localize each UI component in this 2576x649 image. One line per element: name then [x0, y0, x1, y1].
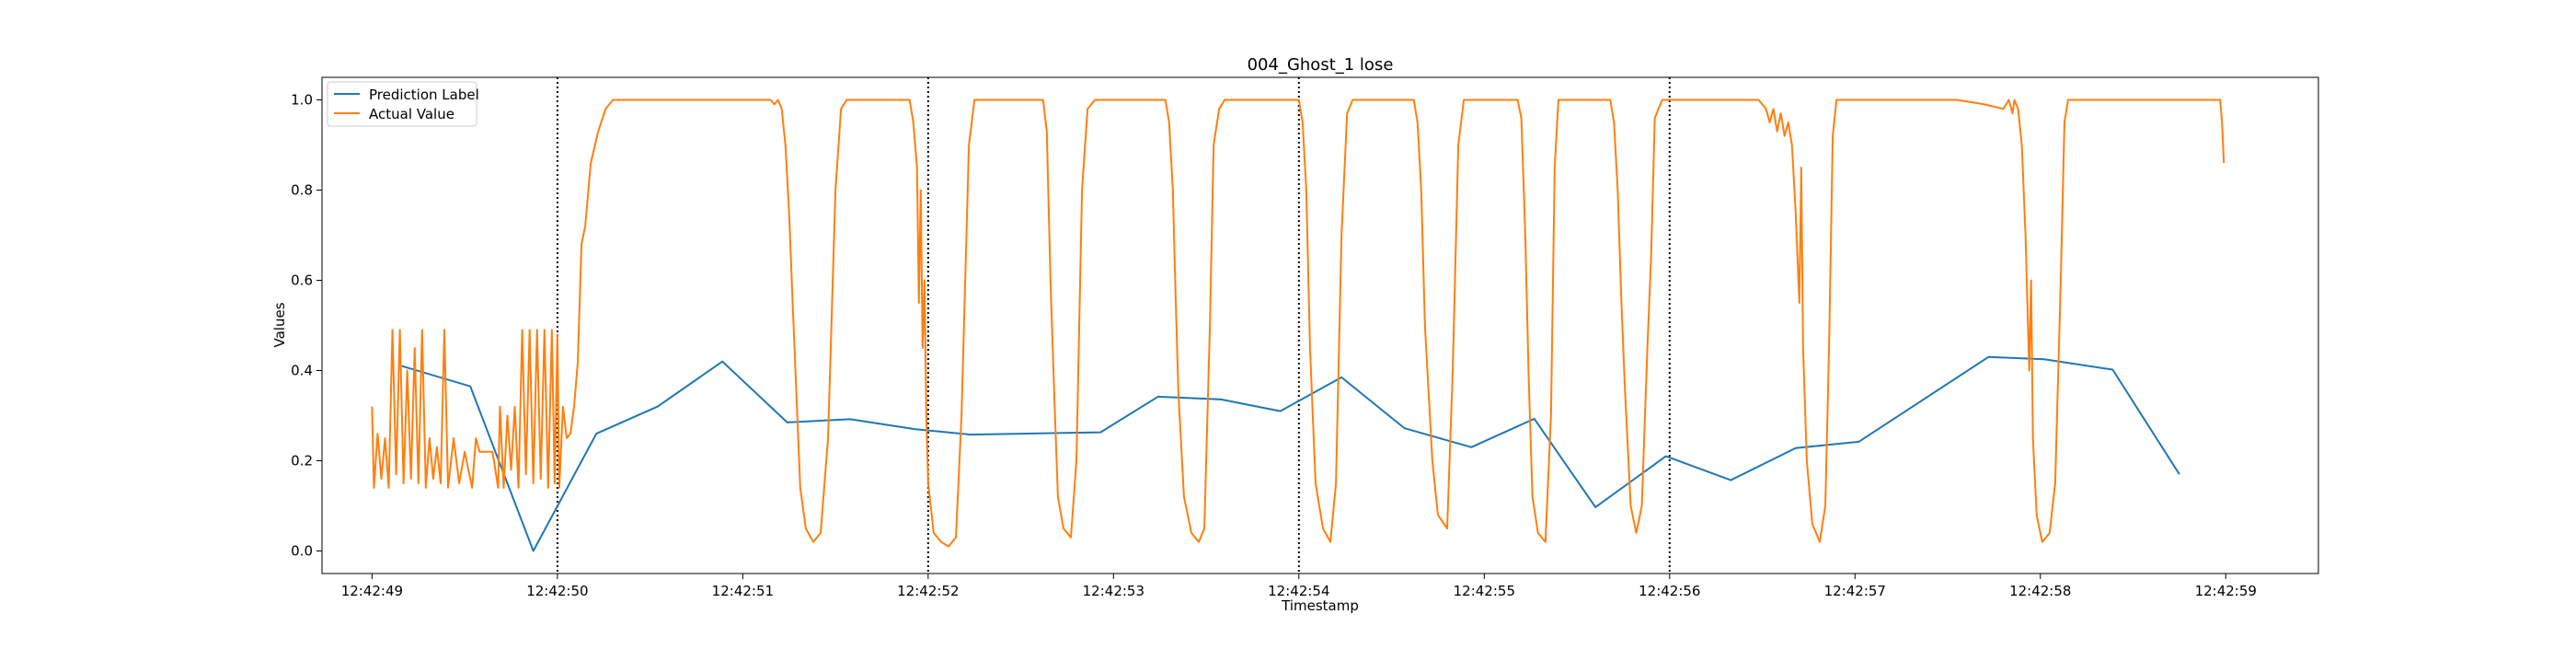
x-tick-label-6: 12:42:55	[1454, 583, 1515, 599]
x-tick-label-9: 12:42:58	[2009, 583, 2071, 599]
legend-label-actual-value: Actual Value	[369, 106, 454, 122]
series-line-actual-value	[371, 99, 2225, 548]
x-tick-label-7: 12:42:56	[1639, 583, 1700, 599]
y-tick-label-2: 0.4	[291, 363, 313, 379]
y-tick-label-1: 0.2	[291, 453, 313, 469]
x-tick-label-2: 12:42:51	[712, 583, 774, 599]
x-axis-ticks: 12:42:49 12:42:50 12:42:51 12:42:52 12:42:53…	[341, 574, 2257, 599]
y-tick-label-5: 1.0	[291, 92, 313, 109]
y-tick-label-4: 0.8	[291, 182, 313, 199]
y-axis-label: Values	[271, 302, 288, 347]
x-axis-label: Timestamp	[1281, 597, 1359, 614]
chart-title: 004_Ghost_1 lose	[1248, 55, 1394, 75]
y-axis-ticks: 0.0 0.2 0.4 0.6 0.8 1.0	[291, 92, 322, 560]
x-tick-label-3: 12:42:52	[897, 583, 959, 599]
x-tick-label-5: 12:42:54	[1268, 583, 1329, 599]
series-layer	[371, 99, 2225, 552]
x-tick-label-1: 12:42:50	[526, 583, 588, 599]
series-line-prediction-label	[401, 355, 2180, 552]
x-tick-label-4: 12:42:53	[1083, 583, 1144, 599]
legend-label-prediction-label: Prediction Label	[369, 87, 479, 103]
legend-box	[327, 81, 477, 127]
plot-area-frame	[321, 76, 2319, 574]
x-tick-label-8: 12:42:57	[1824, 583, 1886, 599]
x-tick-label-0: 12:42:49	[341, 583, 403, 599]
x-tick-label-10: 12:42:59	[2195, 583, 2257, 599]
legend: Prediction Label Actual Value	[327, 81, 479, 127]
y-tick-label-0: 0.0	[291, 543, 313, 560]
y-tick-label-3: 0.6	[291, 272, 313, 289]
